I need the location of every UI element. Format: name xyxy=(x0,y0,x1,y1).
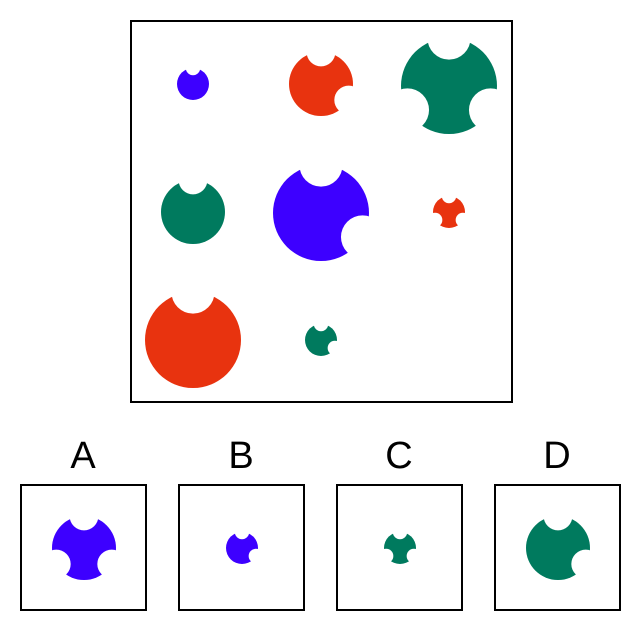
option-d-box[interactable] xyxy=(494,484,621,611)
green-shape-body xyxy=(161,180,225,244)
green-shape-body xyxy=(526,516,590,580)
shape-r3c1 xyxy=(145,292,241,388)
shape-r3c2 xyxy=(305,324,337,356)
red-shape-body xyxy=(145,292,241,388)
red-shape-body xyxy=(433,196,465,228)
shape-r2c1 xyxy=(161,180,225,244)
option-d-shape xyxy=(526,516,590,580)
shape-r1c2 xyxy=(289,52,353,116)
puzzle-grid xyxy=(130,20,513,403)
red-shape-body xyxy=(289,52,353,116)
option-b-shape xyxy=(226,532,258,564)
puzzle-svg xyxy=(145,38,497,388)
option-b-box[interactable] xyxy=(178,484,305,611)
option-c-label: C xyxy=(385,435,413,477)
option-a-shape xyxy=(52,516,116,580)
option-a-label: A xyxy=(70,435,96,477)
blue-shape-body xyxy=(52,516,116,580)
option-a-box[interactable] xyxy=(20,484,147,611)
blue-shape-body xyxy=(273,165,369,261)
shape-r2c2 xyxy=(273,165,369,261)
green-shape-body xyxy=(384,532,416,564)
blue-shape-body xyxy=(177,68,209,100)
option-d-label: D xyxy=(543,435,571,477)
option-b-label: B xyxy=(228,435,254,477)
shape-r1c1 xyxy=(177,68,209,100)
option-c-box[interactable] xyxy=(336,484,463,611)
option-c-shape xyxy=(384,532,416,564)
shape-r2c3 xyxy=(433,196,465,228)
green-shape-body xyxy=(401,38,497,134)
shape-r1c3 xyxy=(401,38,497,134)
blue-shape-body xyxy=(226,532,258,564)
green-shape-body xyxy=(305,324,337,356)
